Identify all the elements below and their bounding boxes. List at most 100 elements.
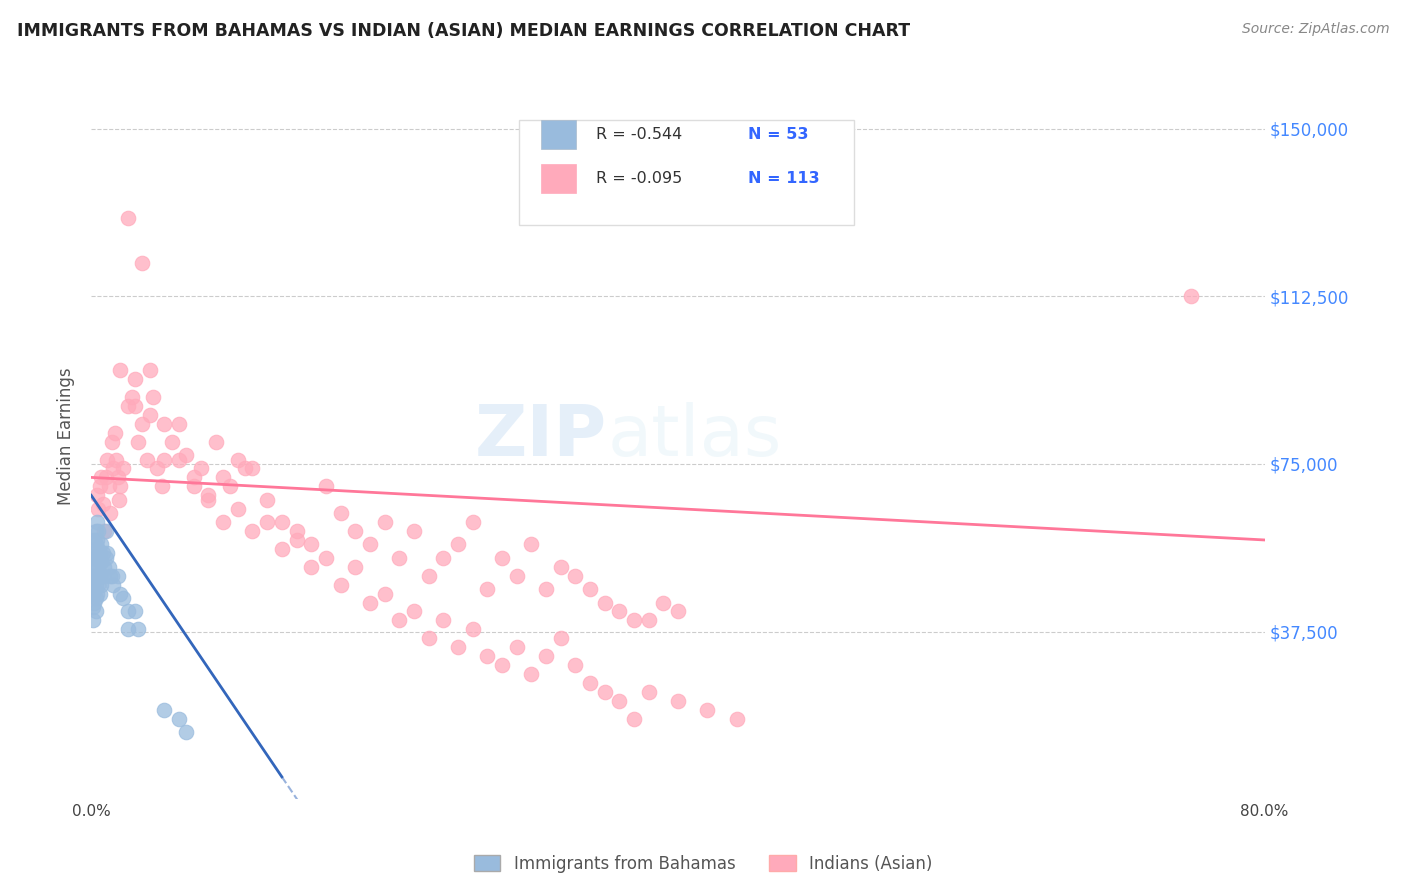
- Text: R = -0.544: R = -0.544: [596, 128, 682, 142]
- Point: [83, 595, 105, 609]
- Point: [84, 524, 107, 538]
- Point: [89, 586, 111, 600]
- Point: [299, 537, 322, 551]
- Point: [315, 550, 337, 565]
- Point: [82, 559, 104, 574]
- Point: [623, 712, 645, 726]
- Point: [86, 488, 108, 502]
- Point: [146, 461, 169, 475]
- Point: [82, 573, 104, 587]
- Point: [205, 434, 228, 449]
- Point: [491, 658, 513, 673]
- Point: [167, 452, 190, 467]
- Point: [212, 470, 235, 484]
- Point: [101, 461, 124, 475]
- Point: [167, 417, 190, 431]
- Point: [83, 568, 105, 582]
- Point: [112, 591, 135, 605]
- Point: [607, 694, 630, 708]
- Point: [107, 470, 129, 484]
- Point: [96, 546, 118, 560]
- Point: [564, 568, 586, 582]
- Point: [270, 515, 292, 529]
- Point: [652, 595, 675, 609]
- Point: [87, 541, 110, 556]
- FancyBboxPatch shape: [519, 120, 853, 226]
- Point: [359, 537, 381, 551]
- Point: [242, 524, 264, 538]
- Text: N = 113: N = 113: [748, 170, 820, 186]
- Point: [86, 550, 108, 565]
- Point: [91, 546, 114, 560]
- Point: [86, 515, 108, 529]
- Point: [373, 586, 395, 600]
- Text: ZIP: ZIP: [475, 401, 607, 471]
- Point: [461, 515, 484, 529]
- Point: [418, 568, 440, 582]
- Point: [84, 550, 107, 565]
- Point: [87, 524, 110, 538]
- Point: [110, 586, 132, 600]
- Point: [579, 582, 602, 596]
- Point: [579, 676, 602, 690]
- Point: [550, 559, 572, 574]
- Point: [607, 605, 630, 619]
- Text: Source: ZipAtlas.com: Source: ZipAtlas.com: [1241, 22, 1389, 37]
- Point: [725, 712, 748, 726]
- Point: [93, 559, 115, 574]
- Legend: Immigrants from Bahamas, Indians (Asian): Immigrants from Bahamas, Indians (Asian): [467, 848, 939, 880]
- Point: [233, 461, 256, 475]
- Point: [256, 492, 278, 507]
- Point: [142, 390, 165, 404]
- Point: [491, 550, 513, 565]
- Point: [183, 479, 205, 493]
- Point: [98, 506, 121, 520]
- Point: [94, 550, 117, 565]
- Point: [344, 524, 367, 538]
- Point: [131, 256, 153, 270]
- Point: [176, 725, 198, 739]
- Point: [637, 685, 659, 699]
- Point: [105, 452, 128, 467]
- Text: R = -0.095: R = -0.095: [596, 170, 682, 186]
- Point: [256, 515, 278, 529]
- Point: [83, 533, 105, 547]
- Point: [623, 614, 645, 628]
- Point: [696, 703, 718, 717]
- Point: [82, 614, 104, 628]
- Point: [82, 546, 104, 560]
- Point: [534, 649, 557, 664]
- Point: [108, 492, 131, 507]
- Point: [83, 582, 105, 596]
- Point: [96, 452, 118, 467]
- Point: [91, 568, 114, 582]
- Point: [197, 488, 219, 502]
- Point: [117, 399, 139, 413]
- Point: [212, 515, 235, 529]
- Point: [127, 623, 149, 637]
- FancyBboxPatch shape: [540, 164, 576, 193]
- Point: [153, 417, 176, 431]
- Point: [86, 533, 108, 547]
- Point: [94, 524, 117, 538]
- Point: [219, 479, 242, 493]
- Point: [110, 479, 132, 493]
- Point: [84, 591, 107, 605]
- Point: [93, 524, 115, 538]
- Point: [190, 461, 212, 475]
- FancyBboxPatch shape: [540, 120, 576, 149]
- Point: [447, 537, 470, 551]
- Point: [359, 595, 381, 609]
- Point: [90, 537, 112, 551]
- Point: [432, 550, 454, 565]
- Point: [117, 211, 139, 226]
- Point: [666, 605, 689, 619]
- Point: [637, 614, 659, 628]
- Point: [388, 614, 411, 628]
- Point: [97, 479, 120, 493]
- Point: [183, 470, 205, 484]
- Point: [131, 417, 153, 431]
- Point: [150, 479, 173, 493]
- Point: [402, 605, 425, 619]
- Point: [117, 605, 139, 619]
